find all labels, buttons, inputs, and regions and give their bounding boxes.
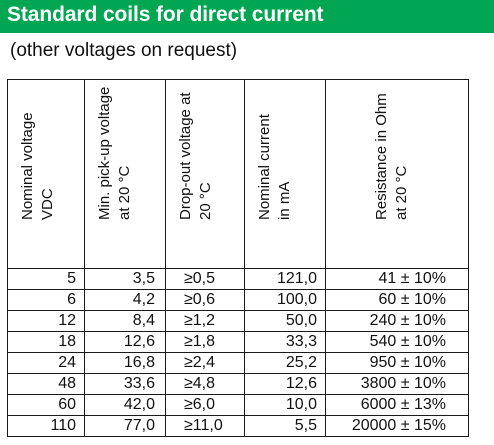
cell-nominal-voltage: 5 xyxy=(7,268,85,290)
header-line: Nominal voltage xyxy=(19,112,36,220)
table-row: 48 33,6 ≥4,8 12,6 3800 ± 10% xyxy=(7,373,469,395)
cell-dropout-voltage: ≥11,0 xyxy=(165,415,245,437)
header-line: at 20 °C xyxy=(393,165,410,220)
table-row: 6 4,2 ≥0,6 100,0 60 ± 10% xyxy=(7,289,469,311)
cell-dropout-voltage: ≥0,5 xyxy=(165,268,245,290)
header-line: in mA xyxy=(276,181,293,220)
title-banner: Standard coils for direct current xyxy=(0,0,494,33)
header-line: Resistance in Ohm xyxy=(373,93,390,220)
header-line: Min. pick-up voltage xyxy=(96,86,113,220)
cell-pickup-voltage: 42,0 xyxy=(84,394,166,416)
cell-resistance: 240 ± 10% xyxy=(325,310,469,332)
header-line: at 20 °C xyxy=(116,165,133,220)
table-row: 24 16,8 ≥2,4 25,2 950 ± 10% xyxy=(7,352,469,374)
table-row: 60 42,0 ≥6,0 10,0 6000 ± 13% xyxy=(7,394,469,416)
cell-nominal-voltage: 24 xyxy=(7,352,85,374)
cell-nominal-current: 50,0 xyxy=(244,310,326,332)
cell-nominal-voltage: 110 xyxy=(7,415,85,437)
cell-dropout-voltage: ≥6,0 xyxy=(165,394,245,416)
header-line: Drop-out voltage at xyxy=(177,92,194,220)
cell-resistance: 60 ± 10% xyxy=(325,289,469,311)
header-line: Nominal current xyxy=(256,114,273,220)
table-row: 110 77,0 ≥11,0 5,5 20000 ± 15% xyxy=(7,415,469,437)
table-row: 18 12,6 ≥1,8 33,3 540 ± 10% xyxy=(7,331,469,353)
cell-nominal-voltage: 12 xyxy=(7,310,85,332)
header-pickup-voltage: Min. pick-up voltage at 20 °C xyxy=(84,79,166,269)
cell-resistance: 950 ± 10% xyxy=(325,352,469,374)
subtitle: (other voltages on request) xyxy=(10,40,238,61)
cell-nominal-current: 25,2 xyxy=(244,352,326,374)
header-nominal-voltage: Nominal voltage VDC xyxy=(7,79,85,269)
cell-dropout-voltage: ≥2,4 xyxy=(165,352,245,374)
coil-table: Nominal voltage VDC Min. pick-up voltage… xyxy=(7,79,469,437)
cell-pickup-voltage: 12,6 xyxy=(84,331,166,353)
cell-nominal-voltage: 18 xyxy=(7,331,85,353)
cell-nominal-voltage: 60 xyxy=(7,394,85,416)
cell-pickup-voltage: 16,8 xyxy=(84,352,166,374)
cell-dropout-voltage: ≥0,6 xyxy=(165,289,245,311)
header-resistance: Resistance in Ohm at 20 °C xyxy=(325,79,469,269)
cell-pickup-voltage: 33,6 xyxy=(84,373,166,395)
cell-nominal-current: 10,0 xyxy=(244,394,326,416)
cell-resistance: 20000 ± 15% xyxy=(325,415,469,437)
cell-pickup-voltage: 8,4 xyxy=(84,310,166,332)
page-title: Standard coils for direct current xyxy=(7,3,324,26)
cell-nominal-current: 5,5 xyxy=(244,415,326,437)
cell-resistance: 6000 ± 13% xyxy=(325,394,469,416)
table-row: 12 8,4 ≥1,2 50,0 240 ± 10% xyxy=(7,310,469,332)
cell-dropout-voltage: ≥4,8 xyxy=(165,373,245,395)
header-line: 20 °C xyxy=(197,182,214,220)
cell-resistance: 540 ± 10% xyxy=(325,331,469,353)
cell-resistance: 41 ± 10% xyxy=(325,268,469,290)
cell-pickup-voltage: 77,0 xyxy=(84,415,166,437)
header-line: VDC xyxy=(39,188,56,220)
cell-nominal-current: 100,0 xyxy=(244,289,326,311)
header-dropout-voltage: Drop-out voltage at 20 °C xyxy=(165,79,245,269)
table-header-row: Nominal voltage VDC Min. pick-up voltage… xyxy=(7,79,469,269)
cell-resistance: 3800 ± 10% xyxy=(325,373,469,395)
cell-nominal-current: 12,6 xyxy=(244,373,326,395)
cell-pickup-voltage: 4,2 xyxy=(84,289,166,311)
cell-nominal-current: 121,0 xyxy=(244,268,326,290)
header-nominal-current: Nominal current in mA xyxy=(244,79,326,269)
table-row: 5 3,5 ≥0,5 121,0 41 ± 10% xyxy=(7,268,469,290)
cell-nominal-voltage: 48 xyxy=(7,373,85,395)
cell-nominal-current: 33,3 xyxy=(244,331,326,353)
cell-nominal-voltage: 6 xyxy=(7,289,85,311)
cell-dropout-voltage: ≥1,8 xyxy=(165,331,245,353)
cell-pickup-voltage: 3,5 xyxy=(84,268,166,290)
cell-dropout-voltage: ≥1,2 xyxy=(165,310,245,332)
